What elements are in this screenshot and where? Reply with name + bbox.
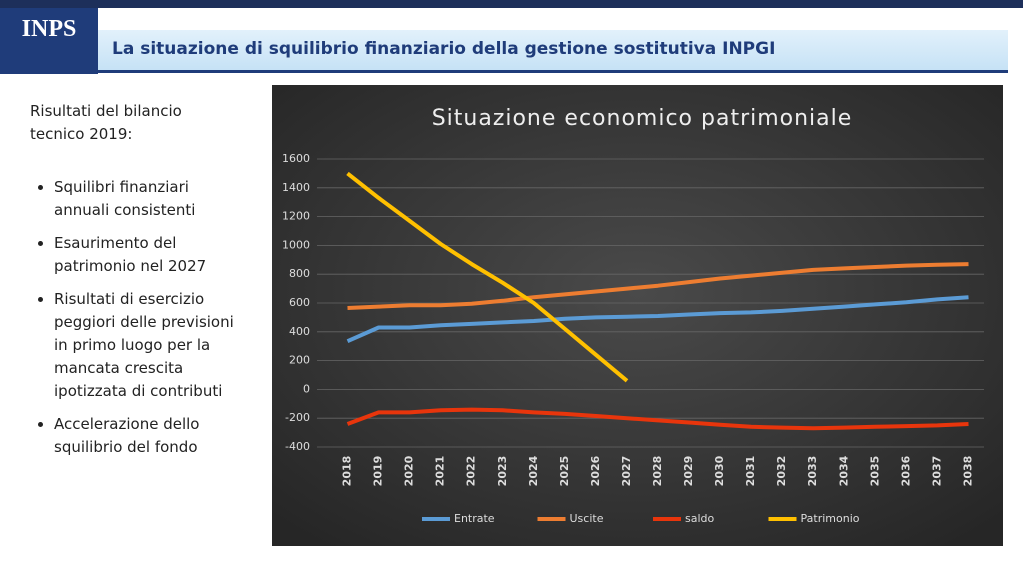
series-line xyxy=(346,171,629,383)
chart-title: Situazione economico patrimoniale xyxy=(432,106,853,131)
y-tick-label: 0 xyxy=(303,382,310,395)
y-tick-label: 200 xyxy=(289,354,310,367)
legend-label: Patrimonio xyxy=(801,512,860,525)
x-tick-label: 2025 xyxy=(558,456,571,487)
legend-label: saldo xyxy=(685,512,715,525)
x-tick-label: 2034 xyxy=(837,455,850,486)
y-tick-label: 600 xyxy=(289,296,310,309)
y-tick-label: 1000 xyxy=(282,238,310,251)
y-tick-label: -400 xyxy=(285,440,310,453)
x-tick-label: 2038 xyxy=(961,456,974,487)
x-tick-label: 2036 xyxy=(899,455,912,486)
text-panel: Risultati del bilancio tecnico 2019: Squ… xyxy=(30,100,240,469)
bullet: Risultati di esercizio peggiori delle pr… xyxy=(54,288,240,403)
x-tick-label: 2029 xyxy=(682,456,695,487)
series-line xyxy=(346,407,969,431)
x-tick-label: 2024 xyxy=(527,455,540,486)
x-tick-label: 2031 xyxy=(744,456,757,487)
y-tick-label: 1600 xyxy=(282,152,310,165)
x-tick-label: 2028 xyxy=(651,456,664,487)
bullet-list: Squilibri finanziari annuali consistenti… xyxy=(30,176,240,459)
bullet: Accelerazione dello squilibrio del fondo xyxy=(54,413,240,459)
y-tick-label: -200 xyxy=(285,411,310,424)
slide-title: La situazione di squilibrio finanziario … xyxy=(112,39,776,59)
x-tick-label: 2018 xyxy=(341,456,354,487)
series-line xyxy=(346,295,969,344)
top-bar xyxy=(0,0,1023,8)
x-tick-label: 2026 xyxy=(589,455,602,486)
x-tick-label: 2023 xyxy=(496,456,509,487)
x-tick-label: 2032 xyxy=(775,456,788,487)
x-tick-label: 2022 xyxy=(465,456,478,487)
bullet: Squilibri finanziari annuali consistenti xyxy=(54,176,240,222)
x-tick-label: 2033 xyxy=(806,456,819,487)
x-tick-label: 2037 xyxy=(930,456,943,487)
legend-label: Uscite xyxy=(570,512,604,525)
y-tick-label: 1400 xyxy=(282,181,310,194)
x-tick-label: 2027 xyxy=(620,456,633,487)
x-tick-label: 2020 xyxy=(403,455,416,486)
y-tick-label: 1200 xyxy=(282,210,310,223)
chart: Situazione economico patrimoniale -400 -2… xyxy=(272,85,1003,546)
x-tick-label: 2035 xyxy=(868,456,881,487)
y-tick-label: 800 xyxy=(289,267,310,280)
intro: Risultati del bilancio tecnico 2019: xyxy=(30,102,182,143)
x-tick-label: 2030 xyxy=(713,455,726,486)
x-tick-label: 2019 xyxy=(372,456,385,487)
y-tick-label: 400 xyxy=(289,325,310,338)
header-band: La situazione di squilibrio finanziario … xyxy=(98,30,1008,73)
x-tick-label: 2021 xyxy=(434,456,447,487)
logo: INPS xyxy=(0,8,98,74)
series-line xyxy=(347,262,969,310)
legend-label: Entrate xyxy=(454,512,495,525)
bullet: Esaurimento del patrimonio nel 2027 xyxy=(54,232,240,278)
